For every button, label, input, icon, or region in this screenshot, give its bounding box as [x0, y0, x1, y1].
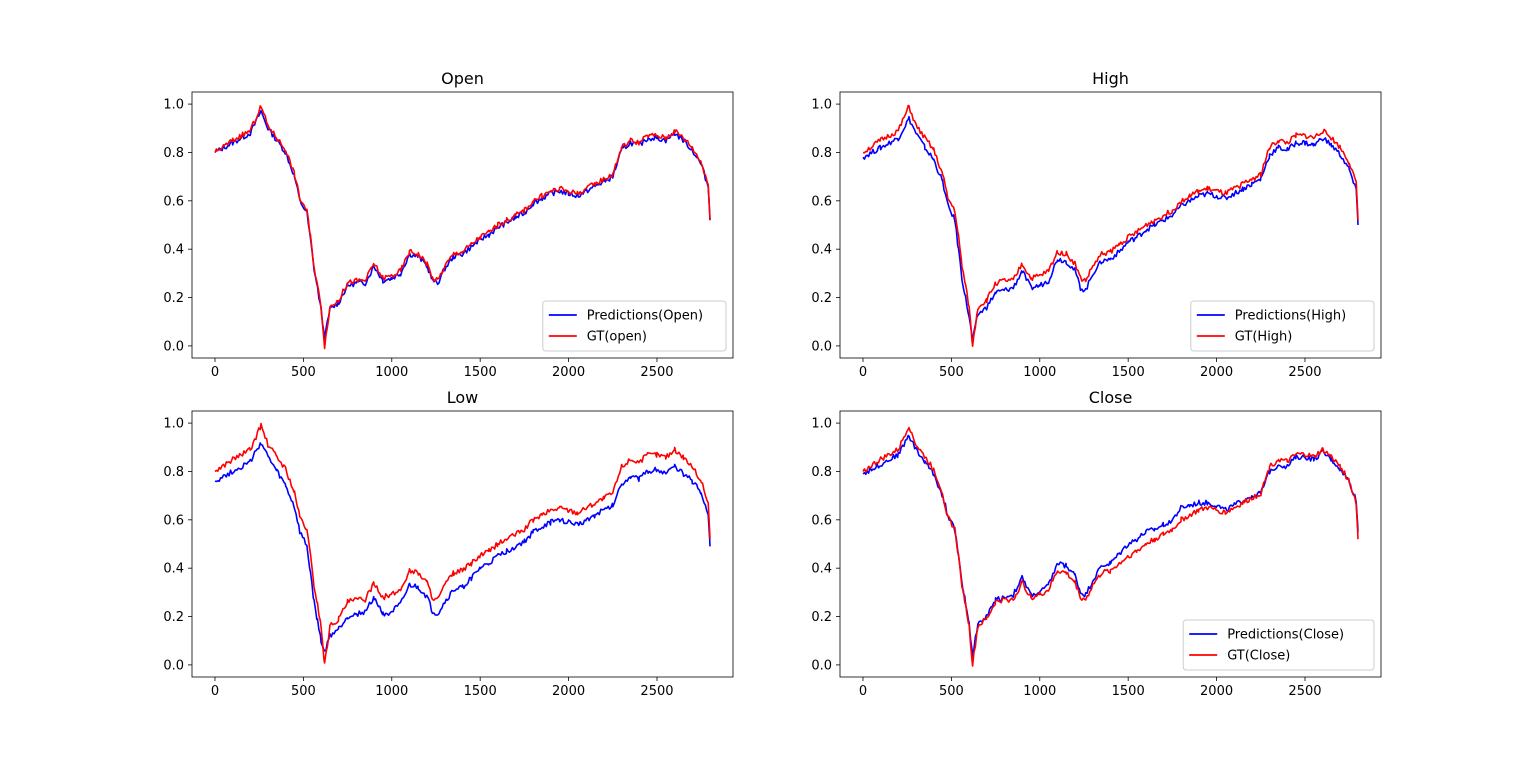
close-chart: Close 0 500 1000 1500 2000 2500 0.0 0.2 0.4 0.6 0.8…: [811, 388, 1382, 699]
close-legend: Predictions(Close) GT(Close): [1182, 619, 1375, 671]
high-y-tick-label: 1.0: [811, 98, 832, 113]
close-y-tick-label: 0.6: [811, 513, 832, 528]
close-y-tick-label: 0.0: [811, 658, 832, 673]
low-title: Low: [447, 388, 479, 407]
high-x-tick-label: 2500: [1288, 365, 1321, 380]
high-y-tick-label: 0.0: [811, 339, 832, 354]
high-x-tick-label: 1000: [1023, 365, 1056, 380]
high-series-gt-high-line: [862, 104, 1359, 347]
close-legend-label: GT(Close): [1227, 649, 1290, 664]
low-x-tick-label: 1000: [375, 684, 408, 699]
close-legend-label: Predictions(Close): [1227, 628, 1344, 643]
low-x-tick-label: 2000: [552, 684, 585, 699]
high-y-tick-label: 0.8: [811, 146, 832, 161]
close-x-tick-label: 1000: [1023, 684, 1056, 699]
high-legend-box: [1190, 300, 1375, 352]
low-y-tick-label: 0.2: [163, 610, 184, 625]
high-chart: High 0 500 1000 1500 2000 2500 0.0 0.2 0.4 0.6 0.8 1…: [811, 69, 1382, 380]
open-y-tick-label: 1.0: [163, 98, 184, 113]
low-y-tick-label: 0.8: [163, 465, 184, 480]
high-series-predictions-high-line: [862, 115, 1359, 343]
high-y-tick-label: 0.2: [811, 291, 832, 306]
high-x-tick-label: 2000: [1200, 365, 1233, 380]
close-y-tick-label: 0.4: [811, 562, 832, 577]
open-x-tick-label: 2000: [552, 365, 585, 380]
open-x-tick-label: 1000: [375, 365, 408, 380]
open-y-tick-label: 0.8: [163, 146, 184, 161]
high-y-tick-label: 0.6: [811, 194, 832, 209]
low-chart: Low 0 500 1000 1500 2000 2500 0.0 0.2 0.4 0.6 0.8 1.…: [163, 388, 734, 699]
close-title: Close: [1089, 388, 1133, 407]
open-x-tick-label: 2500: [640, 365, 673, 380]
close-x-tick-label: 1500: [1112, 684, 1145, 699]
open-plot-frame: [191, 91, 734, 359]
open-x-tick-label: 1500: [464, 365, 497, 380]
low-series-blue-line: [214, 442, 711, 652]
low-x-tick-label: 1500: [464, 684, 497, 699]
close-y-tick-label: 1.0: [811, 417, 832, 432]
open-x-tick-label: 0: [211, 365, 219, 380]
low-x-tick-label: 2500: [640, 684, 673, 699]
low-x-tick-label: 0: [211, 684, 219, 699]
low-plot-frame: [191, 410, 734, 678]
close-x-tick-label: 0: [859, 684, 867, 699]
open-y-tick-label: 0.2: [163, 291, 184, 306]
open-legend-box: [542, 300, 727, 352]
high-plot-frame: [839, 91, 1382, 359]
low-y-tick-label: 0.4: [163, 562, 184, 577]
high-y-tick-label: 0.4: [811, 243, 832, 258]
close-series-predictions-close-line: [862, 434, 1359, 658]
open-x-tick-label: 500: [291, 365, 316, 380]
open-legend-label: GT(open): [587, 330, 647, 345]
high-legend: Predictions(High) GT(High): [1190, 300, 1375, 352]
high-x-tick-label: 500: [939, 365, 964, 380]
high-title: High: [1092, 69, 1129, 88]
close-plot-frame: [839, 410, 1382, 678]
low-y-tick-label: 0.6: [163, 513, 184, 528]
high-x-tick-label: 1500: [1112, 365, 1145, 380]
open-title: Open: [441, 69, 484, 88]
close-legend-box: [1182, 619, 1375, 671]
open-y-tick-label: 0.6: [163, 194, 184, 209]
close-y-tick-label: 0.8: [811, 465, 832, 480]
open-series-gt-open-line: [214, 105, 711, 350]
low-x-tick-label: 500: [291, 684, 316, 699]
open-chart: Open 0 500 1000 1500 2000 2500 0.0 0.2 0.4 0.6 0.8 1…: [163, 69, 734, 380]
low-y-tick-label: 1.0: [163, 417, 184, 432]
open-legend-label: Predictions(Open): [587, 309, 703, 324]
close-x-tick-label: 500: [939, 684, 964, 699]
high-x-tick-label: 0: [859, 365, 867, 380]
open-y-tick-label: 0.4: [163, 243, 184, 258]
close-x-tick-label: 2000: [1200, 684, 1233, 699]
high-legend-label: GT(High): [1235, 330, 1293, 345]
close-y-tick-label: 0.2: [811, 610, 832, 625]
open-y-tick-label: 0.0: [163, 339, 184, 354]
low-y-tick-label: 0.0: [163, 658, 184, 673]
high-legend-label: Predictions(High): [1235, 309, 1346, 324]
open-legend: Predictions(Open) GT(open): [542, 300, 727, 352]
close-series-gt-close-line: [862, 426, 1359, 667]
close-x-tick-label: 2500: [1288, 684, 1321, 699]
low-series-red-line: [214, 422, 711, 664]
